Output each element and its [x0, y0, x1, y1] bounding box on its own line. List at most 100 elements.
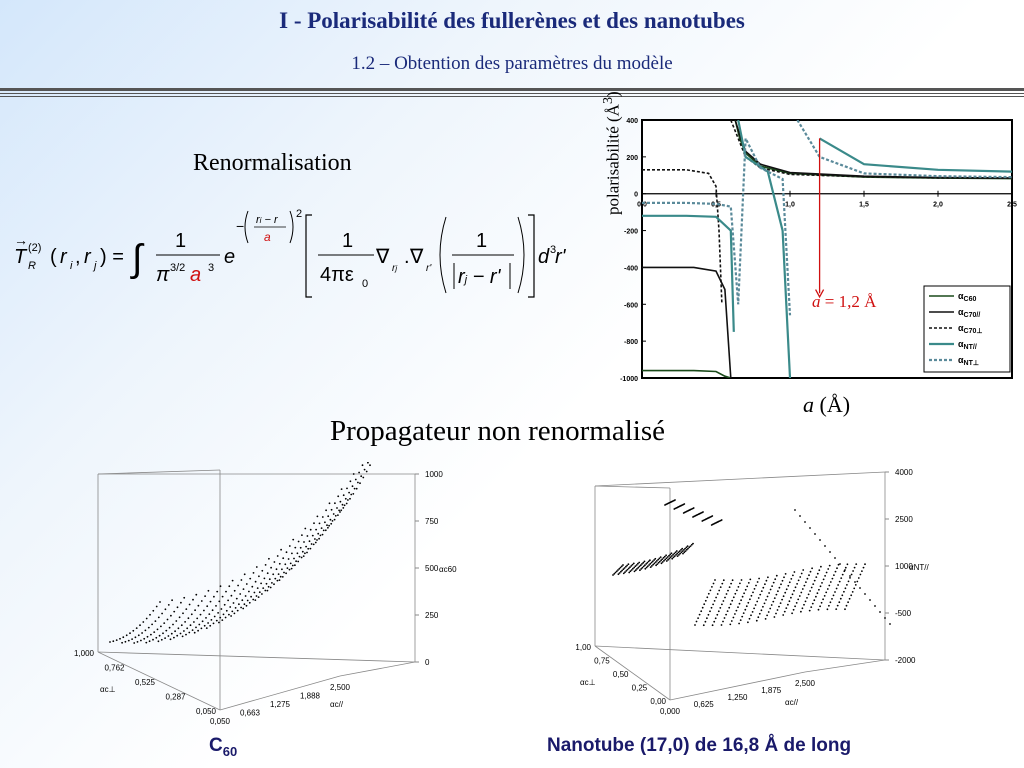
- scatter-point: [685, 548, 688, 551]
- scatter-point: [304, 527, 307, 530]
- scatter-point: [147, 626, 150, 629]
- scatter-point: [230, 615, 233, 617]
- scatter-point: [788, 600, 791, 603]
- scatter-point: [704, 599, 707, 602]
- scatter-point: [339, 511, 341, 513]
- scatter-point: [228, 585, 231, 588]
- scatter-point: [809, 570, 812, 573]
- scatter-point: [792, 574, 794, 577]
- scatter-point: [815, 576, 818, 578]
- scatter-point: [260, 582, 262, 585]
- scatter-point: [712, 603, 714, 606]
- scatter-point: [208, 613, 211, 615]
- scatter-point: [350, 493, 353, 496]
- scatter-point: [276, 555, 279, 557]
- scatter-point: [758, 612, 761, 615]
- box-edge: [339, 661, 416, 677]
- chart-x-label: a (Å): [803, 392, 851, 417]
- scatter-point: [622, 568, 625, 571]
- scatter-point: [839, 563, 841, 565]
- scatter-point: [723, 617, 726, 619]
- scatter-point: [819, 539, 821, 541]
- scatter-point: [351, 485, 354, 488]
- scatter-point: [623, 567, 626, 569]
- z-axis-label: αc60: [439, 565, 457, 574]
- scatter-point: [288, 568, 291, 571]
- scatter-point: [813, 599, 816, 602]
- scatter-point: [206, 605, 209, 608]
- scatter-point: [665, 554, 667, 557]
- scatter-point: [313, 522, 315, 525]
- scatter-point: [848, 597, 851, 600]
- scatter-point: [638, 561, 641, 564]
- scatter-point: [278, 562, 281, 565]
- scatter-point: [760, 609, 763, 612]
- scatter-point: [318, 522, 321, 525]
- scatter-point: [189, 624, 192, 627]
- scatter-point: [331, 520, 334, 522]
- y-tick-label: 0,000: [660, 707, 681, 716]
- scatter-point: [645, 566, 648, 569]
- scatter-point: [207, 622, 210, 624]
- scatter-point: [741, 595, 744, 598]
- scatter-point: [343, 504, 346, 507]
- scatter-point: [716, 613, 719, 616]
- scatter-point: [155, 636, 158, 639]
- scatter-point: [730, 620, 733, 622]
- scatter-point: [684, 550, 687, 552]
- scatter-point: [289, 562, 292, 565]
- scatter-point: [170, 614, 172, 617]
- x-tick-label: 0,25: [632, 684, 648, 693]
- scatter-point: [178, 616, 181, 619]
- x-tick-label: 1,00: [575, 643, 591, 652]
- z-tick-label: 1000: [895, 562, 913, 571]
- scatter-point: [727, 589, 729, 592]
- scatter-point: [165, 629, 168, 632]
- scatter-point: [646, 565, 649, 568]
- scatter-point: [306, 551, 308, 554]
- scatter-point: [278, 579, 281, 581]
- scatter-point: [209, 600, 212, 603]
- scatter-point: [679, 552, 681, 555]
- scatter-point: [353, 487, 356, 490]
- scatter-point: [777, 590, 779, 593]
- scatter-point: [747, 601, 750, 604]
- scatter-point: [638, 565, 641, 568]
- scatter-point: [851, 591, 854, 593]
- scatter-point: [316, 539, 318, 541]
- scatter-point: [298, 555, 301, 558]
- box-edge: [594, 645, 671, 701]
- scatter-point: [854, 584, 857, 586]
- scatter-point: [647, 560, 650, 563]
- scatter-point: [340, 509, 343, 512]
- scatter-point: [800, 572, 803, 575]
- scatter-point: [668, 557, 671, 560]
- scatter-point: [671, 557, 674, 560]
- scatter-point: [748, 617, 751, 620]
- scatter-point: [180, 624, 183, 627]
- scatter-point: [291, 564, 294, 567]
- scatter-point: [829, 551, 831, 553]
- scatter-point: [682, 552, 684, 555]
- scatter-point: [268, 578, 271, 581]
- scatter-point: [213, 595, 215, 598]
- c60-caption: C60: [209, 735, 238, 759]
- scatter-point: [119, 637, 121, 640]
- scatter-point: [262, 587, 265, 589]
- scatter-point: [306, 535, 309, 537]
- scatter-point: [205, 617, 207, 619]
- scatter-point: [267, 585, 270, 588]
- scatter-point: [342, 507, 345, 509]
- scatter-point: [673, 555, 676, 558]
- scatter-point: [369, 464, 371, 467]
- scatter-point: [184, 621, 186, 623]
- scatter-point: [775, 612, 777, 615]
- scatter-point: [828, 564, 831, 567]
- scatter-point: [227, 599, 230, 602]
- scatter-point: [728, 606, 731, 609]
- scatter-point: [683, 551, 686, 554]
- scatter-point: [238, 603, 240, 606]
- scatter-point: [857, 577, 860, 579]
- z-tick-label: 1000: [425, 470, 443, 479]
- z-tick-label: -2000: [895, 656, 916, 665]
